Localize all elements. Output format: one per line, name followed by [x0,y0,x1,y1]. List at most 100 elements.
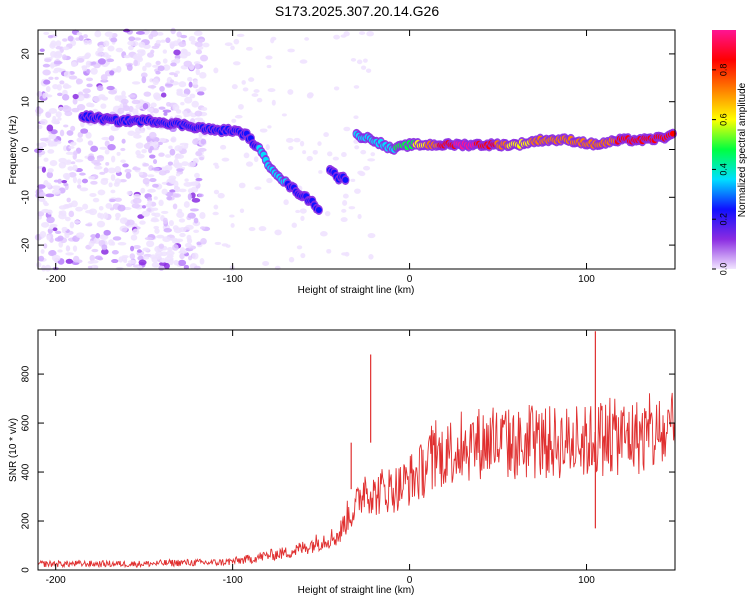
spectrogram-noise-cell [296,245,303,250]
spectrogram-noise-cell [169,189,176,193]
snr-ytick-label: 400 [21,463,32,480]
snr-ytick-label: 200 [21,512,32,529]
spectrogram-noise-cell [37,184,46,189]
spectrogram-noise-cell [90,264,99,270]
spectrogram-noise-cell [165,83,174,87]
spectrogram-noise-cell [161,188,168,195]
spectrogram-noise-cell [121,255,129,259]
spectrogram-noise-cell [52,227,58,232]
spectrogram-noise-cell [135,31,145,35]
spectrogram-noise-cell [230,45,235,51]
spectrogram-ridge-cell [315,207,322,214]
spectrogram-noise-cell [177,259,187,267]
spectrogram-noise-cell [87,265,93,269]
spectrogram-noise-cell [45,85,51,93]
spectrogram-noise-cell [168,219,174,227]
spectrogram-noise-cell [53,138,59,142]
spectrogram-noise-cell [150,102,157,108]
spectrogram-noise-cell [52,83,59,90]
spectrogram-noise-cell [324,210,331,217]
spectrogram-noise-cell [245,161,254,167]
spectrogram-noise-cell [183,88,191,96]
spectrogram-noise-cell [166,195,173,201]
spectrogram-noise-cell [348,206,356,210]
spectrogram-noise-cell [360,65,367,70]
spectrogram-noise-cell [43,157,49,162]
spectrogram-noise-cell [40,221,50,228]
spectrogram-noise-cell [138,259,147,266]
spectrogram-noise-cell [358,171,366,177]
spectrogram-noise-cell [133,134,142,139]
spectrogram-noise-cell [73,220,81,224]
spectrogram-noise-cell [163,262,170,269]
spectrogram-noise-cell [156,234,165,239]
spectrogram-noise-cell [82,88,91,94]
spectrogram-noise-cell [112,236,122,241]
spectrogram-noise-cell [41,208,50,213]
spectrogram-noise-cell [69,221,75,229]
spectrogram-noise-cell [154,94,162,101]
spectrogram-noise-cell [70,61,78,68]
spectrogram-noise-cell [163,112,168,116]
spectrogram-noise-cell [158,170,167,176]
spectrogram-noise-cell [357,214,362,220]
spectrogram-noise-cell [127,130,136,136]
spectrogram-noise-cell [195,151,203,157]
spectrogram-noise-cell [141,210,151,217]
spectrogram-noise-cell [221,157,230,162]
spectrogram-noise-cell [110,155,116,163]
spectrogram-noise-cell [180,101,185,106]
spectrogram-noise-cell [354,188,361,194]
spectrogram-noise-cell [288,146,294,151]
spectrogram-noise-cell [300,215,305,221]
spectrogram-noise-cell [304,37,310,41]
spectrogram-noise-cell [178,41,187,48]
spectrogram-noise-cell [127,45,134,51]
spectrogram-noise-cell [217,192,225,199]
spectrogram-noise-cell [150,49,155,54]
spectrogram-noise-cell [193,217,199,224]
spectrogram-noise-cell [35,107,44,115]
spectrogram-noise-cell [119,179,127,183]
spectrogram-frame [37,29,676,270]
colorbar-tick-label: 0.0 [718,263,728,276]
spectrogram-noise-cell [59,210,67,217]
spectrogram-noise-cell [130,234,138,241]
spectrogram-noise-cell [178,226,187,233]
spectrogram-noise-cell [143,256,150,260]
spectrogram-noise-cell [193,30,203,36]
spectrogram-noise-cell [48,226,54,230]
spectrogram-noise-cell [70,161,76,165]
spectrogram-noise-cell [179,247,186,254]
spectrogram-noise-cell [81,65,88,72]
spectrogram-noise-cell [77,178,82,185]
spectrogram-noise-cell [186,234,192,241]
spectrogram-noise-cell [343,31,350,37]
spectrogram-noise-cell [199,156,205,161]
spectrogram-noise-cell [138,41,146,48]
spectrogram-xtick-label: 0 [407,274,413,285]
spectrogram-noise-cell [44,264,52,272]
snr-xtick-label: 100 [578,575,595,586]
spectrogram-noise-cell [367,158,376,162]
spectrogram-noise-cell [46,234,51,241]
spectrogram-noise-cell [353,85,360,89]
spectrogram-noise-cell [55,40,62,47]
spectrogram-noise-cell [65,151,75,155]
spectrogram-noise-cell [90,234,97,239]
spectrogram-noise-cell [265,55,273,60]
spectrogram-noise-cell [49,159,58,167]
spectrogram-noise-cell [266,64,272,69]
spectrogram-noise-cell [233,38,240,45]
spectrogram-noise-cell [180,48,188,54]
spectrogram-noise-cell [213,204,219,210]
spectrogram-noise-cell [131,81,141,85]
spectrogram-noise-cell [127,40,134,46]
spectrogram-noise-cell [128,94,136,98]
spectrogram-noise-cell [43,31,50,35]
spectrogram-noise-cell [167,246,173,252]
spectrogram-noise-cell [101,248,109,255]
